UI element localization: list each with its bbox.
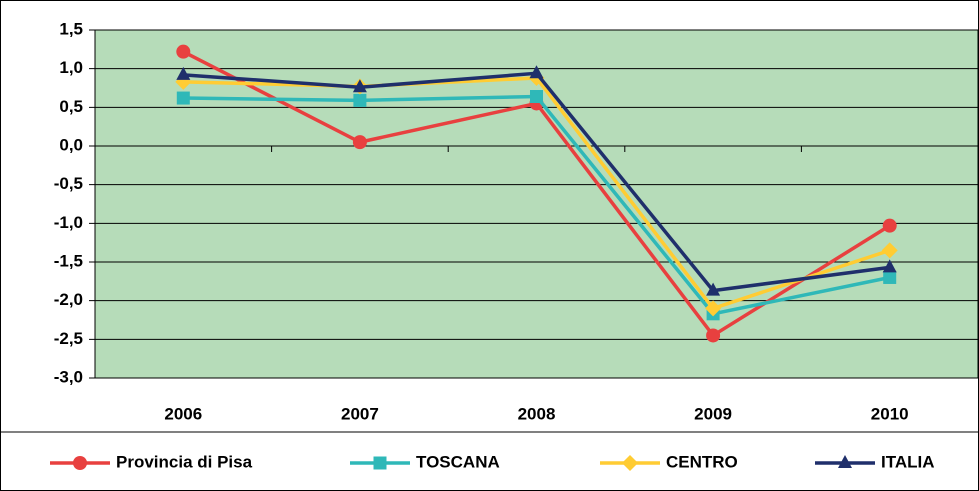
legend-label: Provincia di Pisa bbox=[116, 452, 253, 471]
x-tick-label: 2010 bbox=[871, 404, 909, 423]
marker bbox=[176, 66, 191, 80]
marker bbox=[373, 456, 387, 470]
marker bbox=[882, 218, 897, 233]
marker bbox=[352, 135, 367, 150]
legend-label: ITALIA bbox=[881, 452, 935, 471]
marker bbox=[883, 270, 897, 284]
marker bbox=[176, 44, 191, 59]
legend-label: TOSCANA bbox=[416, 452, 500, 471]
y-tick-label: 1,5 bbox=[59, 19, 83, 38]
marker bbox=[706, 282, 721, 296]
y-tick-label: -1,5 bbox=[54, 251, 83, 270]
marker bbox=[73, 456, 87, 470]
marker bbox=[529, 65, 544, 79]
y-tick-label: 0,5 bbox=[59, 97, 83, 116]
marker bbox=[881, 242, 898, 259]
marker bbox=[882, 259, 897, 273]
y-tick-label: -3,0 bbox=[54, 367, 83, 386]
marker bbox=[353, 93, 367, 107]
y-tick-label: -2,5 bbox=[54, 329, 83, 348]
marker bbox=[622, 455, 638, 471]
x-tick-label: 2006 bbox=[164, 404, 202, 423]
marker bbox=[530, 90, 543, 104]
marker bbox=[838, 455, 852, 468]
marker bbox=[352, 79, 367, 93]
marker bbox=[705, 300, 722, 317]
x-tick-label: 2007 bbox=[341, 404, 379, 423]
y-tick-label: 0,0 bbox=[59, 135, 83, 154]
marker bbox=[176, 91, 190, 105]
x-tick-label: 2009 bbox=[694, 404, 732, 423]
marker bbox=[706, 328, 721, 343]
x-tick-label: 2008 bbox=[518, 404, 556, 423]
y-tick-label: 1,0 bbox=[59, 58, 83, 77]
plot-area bbox=[94, 29, 979, 379]
y-tick-label: -2,0 bbox=[54, 290, 83, 309]
y-tick-label: -1,0 bbox=[54, 213, 83, 232]
y-tick-label: -0,5 bbox=[54, 174, 83, 193]
legend-label: CENTRO bbox=[666, 452, 738, 471]
